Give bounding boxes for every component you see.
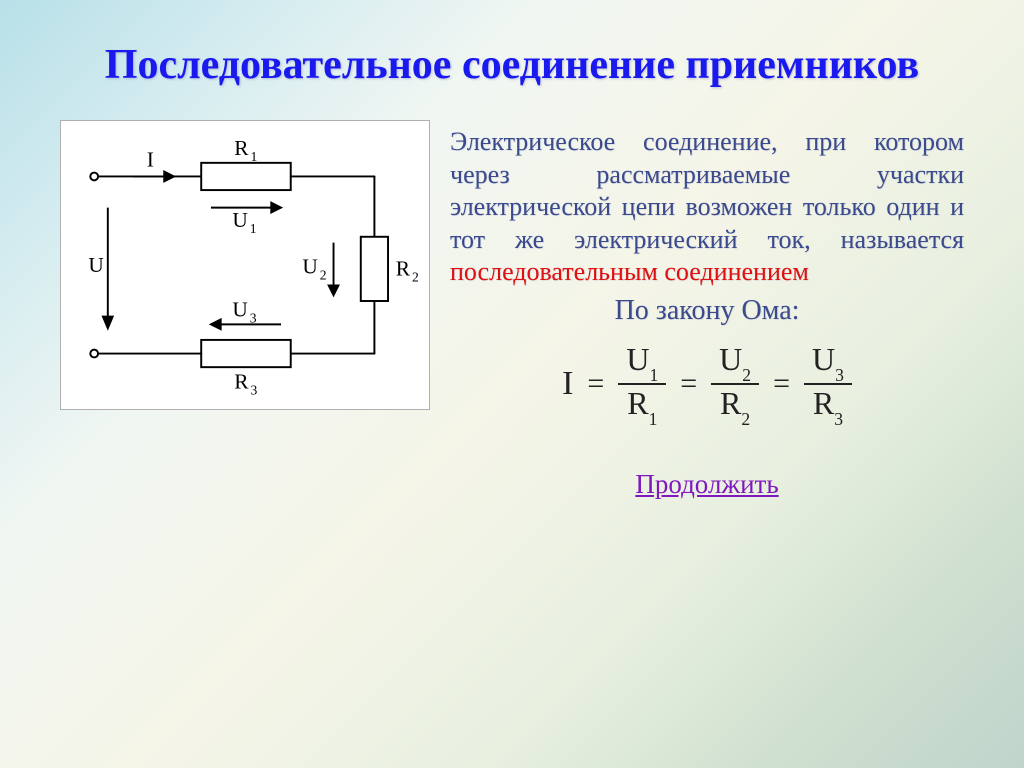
lbl-R2: R <box>396 257 411 281</box>
svg-text:U2: U2 <box>302 255 326 283</box>
fraction-2: U2 R2 <box>711 341 759 427</box>
definition-text: Электрическое соединение, при котором че… <box>450 126 964 289</box>
svg-text:U3: U3 <box>232 298 256 326</box>
ohm-law-label: По закону Ома: <box>450 295 964 327</box>
continue-link[interactable]: Продолжить <box>450 469 964 500</box>
definition-highlight: последовательным соединением <box>450 257 809 286</box>
slide: Последовательное соединение приемников <box>0 0 1024 768</box>
definition-pre: Электрическое соединение, при котором че… <box>450 127 964 254</box>
fraction-3: U3 R3 <box>804 341 852 427</box>
slide-title: Последовательное соединение приемников <box>60 40 964 90</box>
lbl-U: U <box>88 253 103 277</box>
svg-text:R1: R1 <box>234 136 257 164</box>
lbl-U2: U <box>302 255 317 279</box>
lbl-U3: U <box>232 298 247 322</box>
lbl-R1: R <box>234 136 249 160</box>
equals-icon: = <box>773 367 790 401</box>
content-row: I U R1 R2 R3 U1 U2 U3 Электрическое соед… <box>60 120 964 499</box>
circuit-diagram: I U R1 R2 R3 U1 U2 U3 <box>60 120 430 410</box>
equals-icon: = <box>680 367 697 401</box>
svg-text:R3: R3 <box>234 370 257 398</box>
svg-text:U1: U1 <box>232 208 256 236</box>
svg-text:R2: R2 <box>396 257 419 285</box>
equals-icon: = <box>587 367 604 401</box>
formula-lhs: I <box>562 365 573 403</box>
lbl-R3: R <box>234 370 249 394</box>
ohm-formula: I = U1 R1 = U2 R2 = U3 R3 <box>450 341 964 427</box>
lbl-U1: U <box>232 208 247 232</box>
fraction-1: U1 R1 <box>618 341 666 427</box>
lbl-I: I <box>147 148 154 172</box>
text-panel: Электрическое соединение, при котором че… <box>450 120 964 499</box>
